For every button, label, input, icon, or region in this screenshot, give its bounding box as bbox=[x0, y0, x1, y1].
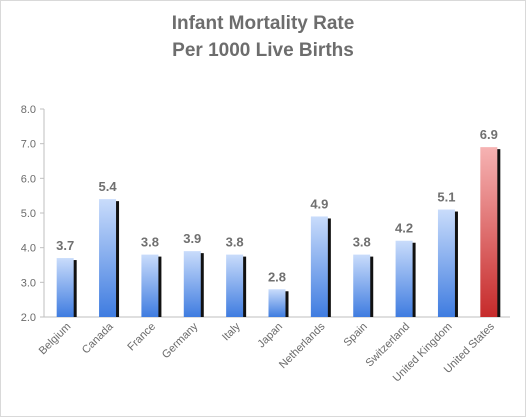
chart-title-line-2: Per 1000 Live Births bbox=[172, 40, 354, 61]
y-tick-label: 2.0 bbox=[21, 312, 36, 324]
x-tick-label: Spain bbox=[341, 321, 369, 349]
bar bbox=[99, 199, 117, 317]
chart-title-line-1: Infant Mortality Rate bbox=[171, 13, 355, 34]
data-label: 6.9 bbox=[480, 127, 498, 142]
x-tick-label: Japan bbox=[255, 321, 285, 351]
y-tick-label: 8.0 bbox=[21, 104, 36, 116]
data-label: 3.8 bbox=[226, 235, 244, 250]
data-label: 4.9 bbox=[310, 196, 328, 211]
bar bbox=[480, 147, 498, 317]
data-label: 3.8 bbox=[353, 235, 371, 250]
chart-title: Infant Mortality Rate Per 1000 Live Birt… bbox=[0, 10, 526, 64]
x-tick-label: France bbox=[125, 321, 158, 354]
bar bbox=[353, 254, 371, 317]
y-tick-label: 6.0 bbox=[21, 173, 36, 185]
bar bbox=[310, 216, 328, 317]
y-tick-label: 7.0 bbox=[21, 139, 36, 151]
bar bbox=[437, 209, 455, 317]
x-tick-label: Germany bbox=[160, 320, 201, 361]
bar bbox=[226, 254, 244, 317]
data-label: 3.7 bbox=[56, 238, 74, 253]
x-tick-label: Belgium bbox=[37, 321, 74, 358]
x-tick-label: Italy bbox=[220, 320, 243, 343]
y-tick-label: 4.0 bbox=[21, 243, 36, 255]
bar bbox=[395, 240, 413, 317]
data-label: 2.8 bbox=[268, 269, 286, 284]
bar bbox=[268, 289, 286, 317]
bar bbox=[56, 258, 74, 317]
data-label: 5.4 bbox=[99, 179, 118, 194]
y-tick-label: 3.0 bbox=[21, 277, 36, 289]
bar bbox=[183, 251, 201, 317]
y-tick-label: 5.0 bbox=[21, 208, 36, 220]
data-label: 3.8 bbox=[141, 235, 159, 250]
data-label: 3.9 bbox=[183, 231, 201, 246]
data-label: 5.1 bbox=[437, 190, 455, 205]
data-label: 4.2 bbox=[395, 221, 413, 236]
x-tick-label: Canada bbox=[80, 320, 116, 356]
x-tick-label: Netherlands bbox=[277, 320, 328, 371]
bar bbox=[141, 254, 159, 317]
